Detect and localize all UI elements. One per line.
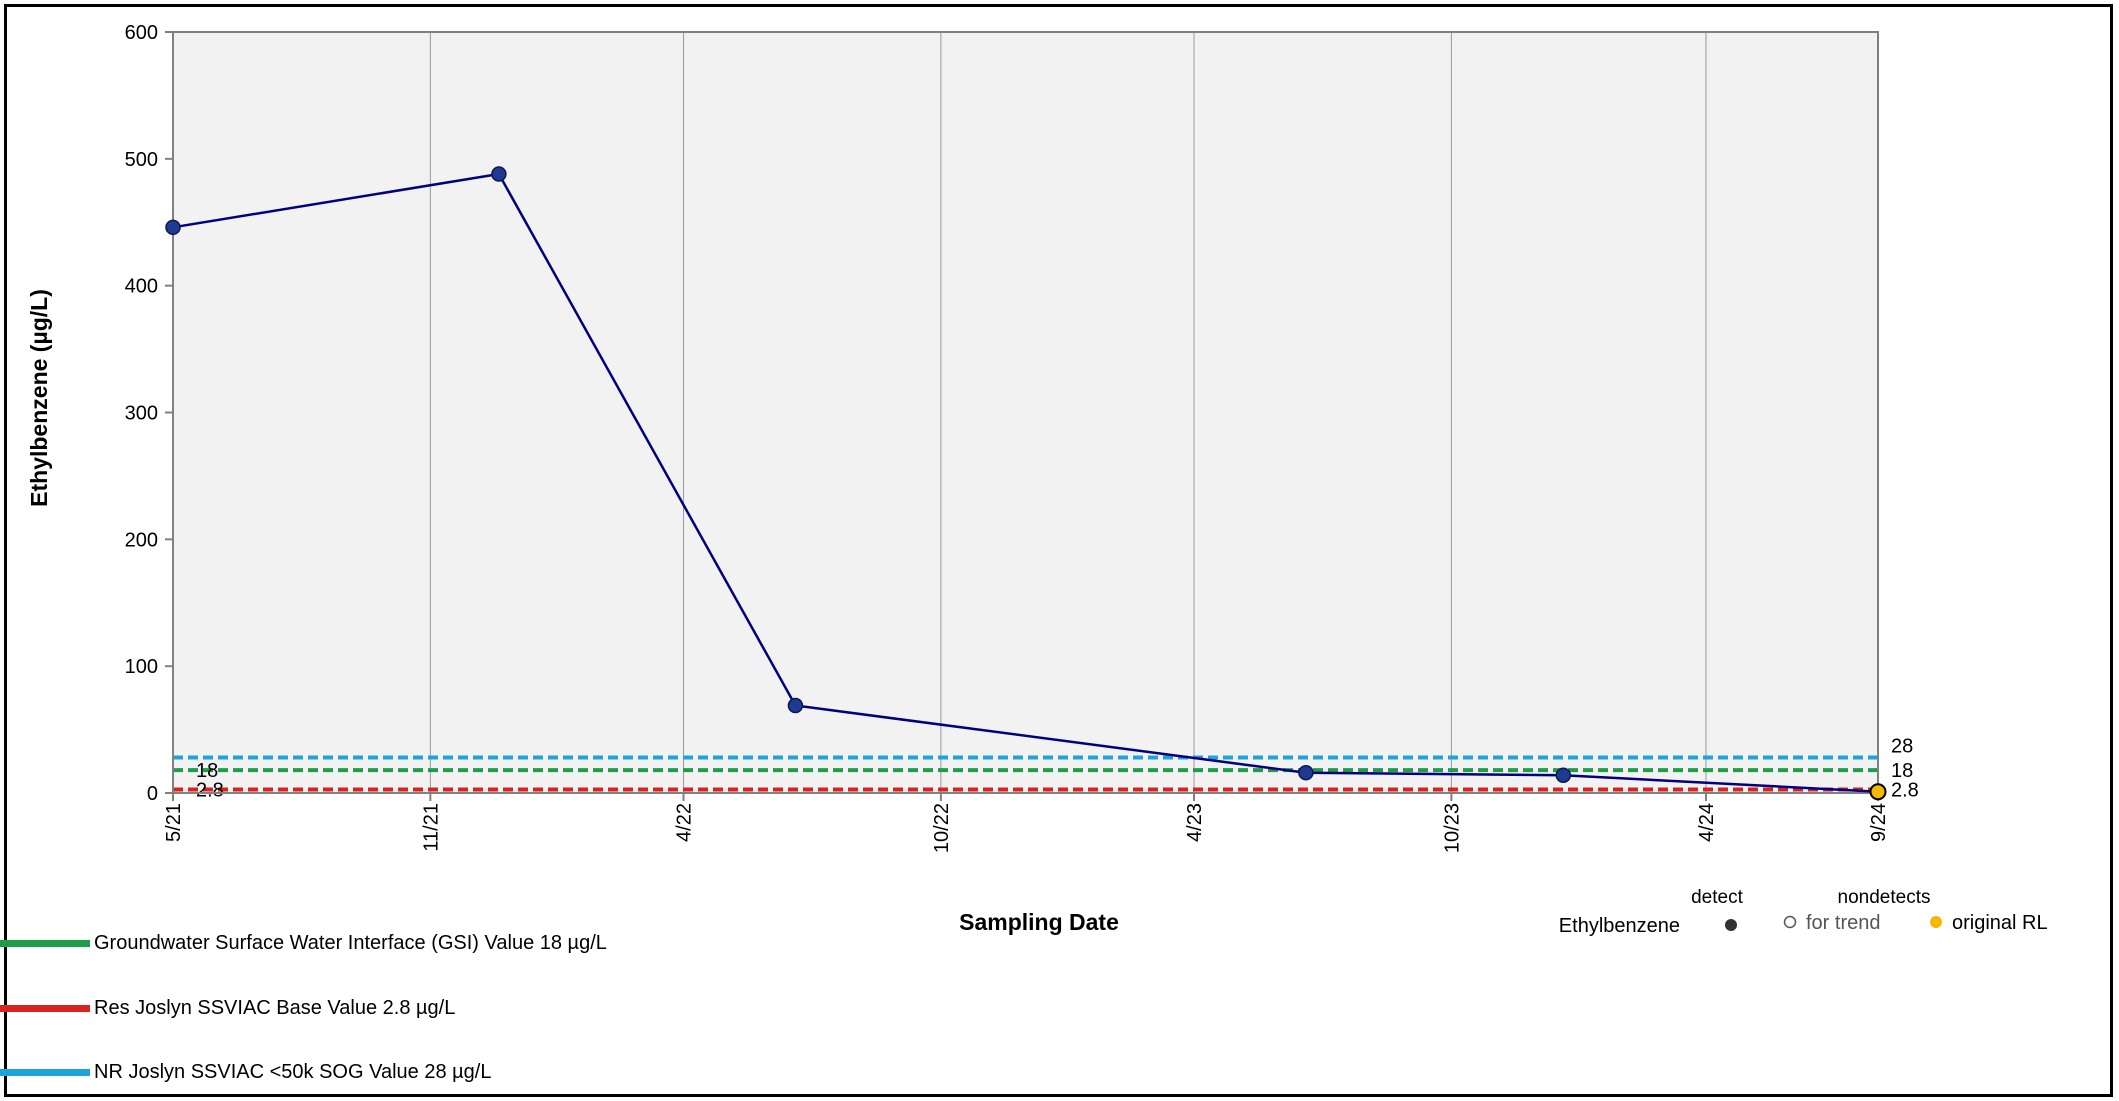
y-tick-label: 300 (125, 403, 158, 425)
legend-label: NR Joslyn SSVIAC <50k SOG Value 28 µg/L (94, 1060, 492, 1083)
marker-legend-for-trend: for trend (1806, 912, 1880, 934)
y-tick-label: 500 (125, 149, 158, 171)
reference-line-label: 18 (1891, 760, 1913, 782)
y-tick-label: 600 (125, 22, 158, 44)
x-tick-label: 11/21 (420, 803, 442, 852)
series-layer (165, 166, 1887, 801)
data-point (1555, 767, 1572, 783)
marker-legend-nondetects-header: nondetects (1838, 887, 1931, 908)
series-line (172, 172, 1879, 793)
marker-legend-detect-header: detect (1691, 887, 1743, 908)
legend-label: Res Joslyn SSVIAC Base Value 2.8 µg/L (94, 996, 456, 1019)
y-tick-label: 0 (147, 783, 158, 805)
reference-line-label: 2.8 (1891, 779, 1919, 801)
x-tick-label: 9/24 (1868, 803, 1890, 842)
legend-item-nr-sog: NR Joslyn SSVIAC <50k SOG Value 28 µg/L (0, 1057, 491, 1087)
for-trend-marker-icon (1783, 915, 1797, 929)
x-tick-label: 5/21 (163, 803, 185, 842)
x-axis-title: Sampling Date (959, 909, 1119, 935)
y-tick-label: 100 (125, 656, 158, 678)
reference-line-left-label: 2.8 (196, 779, 224, 801)
original-rl-marker-icon (1930, 916, 1942, 928)
legend-label: Groundwater Surface Water Interface (GSI… (94, 931, 607, 954)
reference-line-left-label: 18 (196, 760, 218, 782)
legend-swatch (0, 939, 90, 947)
y-axis-title: Ethylbenzene (µg/L) (26, 289, 52, 507)
data-point (491, 166, 507, 182)
legend-swatch (0, 1004, 90, 1012)
data-point (165, 219, 181, 236)
y-tick-label: 400 (125, 276, 158, 298)
marker-legend: detect nondetects Ethylbenzene for trend… (1559, 887, 2048, 937)
data-point (787, 697, 804, 714)
x-tick-label: 4/22 (674, 803, 696, 842)
detect-marker-icon (1725, 919, 1737, 931)
axes: 5/21 11/21 4/22 10/22 4/23 10/23 4/24 9/24 0 100 2… (125, 22, 1890, 853)
legend-swatch (0, 1068, 90, 1076)
marker-legend-series-label: Ethylbenzene (1559, 915, 1680, 937)
y-tick-label: 200 (125, 529, 158, 551)
legend-item-res-base: Res Joslyn SSVIAC Base Value 2.8 µg/L (0, 993, 455, 1023)
plot-area (173, 32, 1878, 793)
x-tick-label: 10/23 (1441, 803, 1463, 853)
reference-line-label: 28 (1891, 735, 1913, 757)
x-tick-label: 4/24 (1696, 803, 1718, 842)
legend-item-gsi: Groundwater Surface Water Interface (GSI… (0, 928, 607, 958)
x-tick-label: 10/22 (931, 803, 953, 853)
chart-frame (4, 4, 2113, 1097)
data-point (1298, 764, 1314, 781)
data-point-nondetect (1869, 783, 1887, 801)
x-tick-label: 4/23 (1184, 803, 1206, 842)
marker-legend-original-rl: original RL (1952, 912, 2048, 934)
